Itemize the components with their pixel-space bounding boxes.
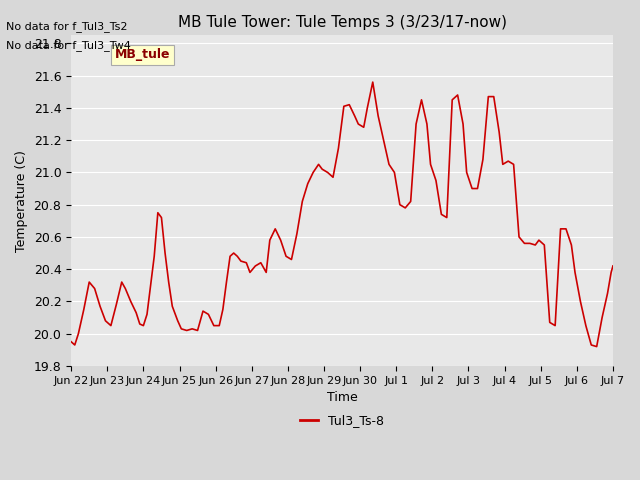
Title: MB Tule Tower: Tule Temps 3 (3/23/17-now): MB Tule Tower: Tule Temps 3 (3/23/17-now… bbox=[177, 15, 506, 30]
Y-axis label: Temperature (C): Temperature (C) bbox=[15, 150, 28, 252]
Text: MB_tule: MB_tule bbox=[115, 48, 170, 61]
X-axis label: Time: Time bbox=[326, 391, 357, 404]
Text: No data for f_Tul3_Tw4: No data for f_Tul3_Tw4 bbox=[6, 40, 131, 51]
Text: No data for f_Tul3_Ts2: No data for f_Tul3_Ts2 bbox=[6, 21, 128, 32]
Legend: Tul3_Ts-8: Tul3_Ts-8 bbox=[294, 409, 389, 432]
